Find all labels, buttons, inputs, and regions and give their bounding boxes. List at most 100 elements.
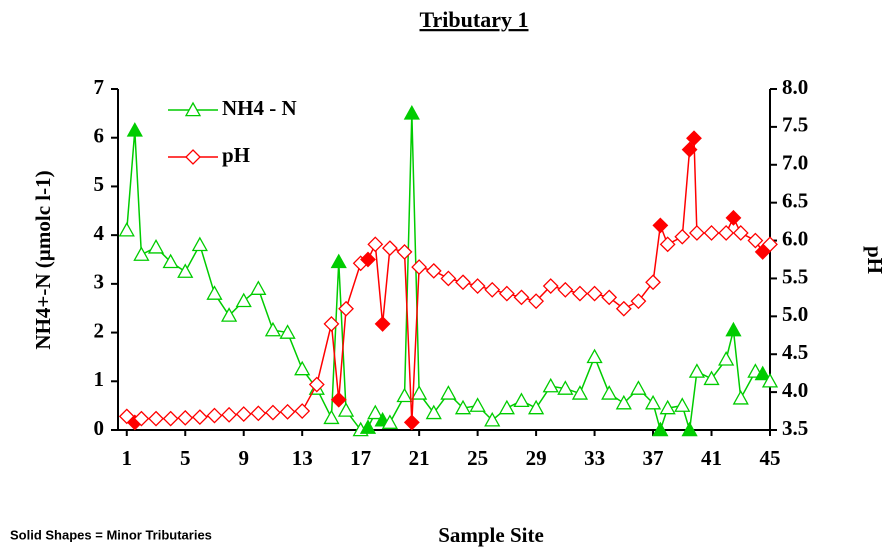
data-point <box>542 377 559 393</box>
legend-label: NH4 - N <box>222 96 297 120</box>
y-tick-label: 4 <box>94 221 105 245</box>
data-point <box>754 365 771 381</box>
data-point <box>440 385 457 400</box>
data-point <box>615 300 632 317</box>
data-point <box>484 281 501 298</box>
y2-tick-label: 5.0 <box>782 302 808 326</box>
data-point <box>221 406 238 423</box>
data-point <box>586 285 603 302</box>
data-point <box>235 406 252 423</box>
data-point <box>323 409 340 425</box>
data-point <box>762 236 778 253</box>
data-point <box>148 410 164 427</box>
y2-tick-label: 3.5 <box>782 416 808 440</box>
data-point <box>411 385 428 400</box>
data-point <box>601 289 618 306</box>
data-point <box>732 225 749 241</box>
x-tick-label: 17 <box>350 446 371 470</box>
data-point <box>469 278 486 294</box>
x-tick-label: 41 <box>701 446 722 470</box>
data-point <box>220 307 238 322</box>
data-point <box>250 405 267 422</box>
data-point <box>250 280 267 295</box>
y-tick-label: 6 <box>94 124 105 148</box>
legend-marker <box>185 149 201 165</box>
data-point <box>206 285 223 300</box>
data-point <box>118 221 135 237</box>
y-tick-label: 5 <box>94 172 105 196</box>
data-point <box>718 351 735 366</box>
data-point <box>725 321 742 337</box>
data-point <box>425 404 442 420</box>
y-tick-label: 0 <box>94 416 105 440</box>
data-point <box>557 281 574 298</box>
x-tick-label: 13 <box>292 446 313 470</box>
data-point <box>703 225 720 241</box>
data-point <box>732 389 749 405</box>
data-point <box>338 300 354 317</box>
data-point <box>601 385 618 400</box>
data-point <box>652 217 669 234</box>
data-point <box>761 372 779 388</box>
data-point <box>191 236 208 252</box>
data-point <box>308 376 325 393</box>
x-tick-label: 29 <box>526 446 547 470</box>
data-point <box>455 274 471 291</box>
data-point <box>396 244 413 260</box>
data-point <box>294 360 311 376</box>
y2-axis-label: pH <box>863 246 887 274</box>
y2-tick-label: 8.0 <box>782 75 808 99</box>
y-tick-label: 2 <box>94 318 105 342</box>
data-point <box>425 262 442 279</box>
data-point <box>337 402 355 417</box>
data-point <box>572 285 588 302</box>
data-point <box>360 251 376 268</box>
data-point <box>403 414 420 431</box>
legend-label: pH <box>222 143 250 167</box>
data-point <box>542 278 559 294</box>
x-tick-label: 45 <box>760 446 781 470</box>
data-point <box>162 410 179 427</box>
data-point <box>469 397 486 412</box>
y-axis-label: NH4+-N (µmolc l-1) <box>31 170 55 349</box>
data-point <box>725 209 742 226</box>
data-point <box>484 411 501 427</box>
data-point <box>498 399 515 415</box>
x-tick-label: 33 <box>584 446 605 470</box>
x-tick-label: 9 <box>238 446 249 470</box>
data-point <box>177 263 194 278</box>
y2-tick-label: 4.5 <box>782 340 808 364</box>
data-point <box>674 397 691 412</box>
legend-marker <box>184 101 202 117</box>
data-point <box>133 410 150 427</box>
y-tick-label: 3 <box>94 270 105 294</box>
data-point <box>630 293 647 310</box>
data-point <box>162 253 179 269</box>
y2-tick-label: 7.5 <box>782 113 808 137</box>
x-axis-label: Sample Site <box>438 523 544 547</box>
data-point <box>264 321 282 337</box>
data-point <box>403 105 420 120</box>
data-point <box>747 232 764 249</box>
data-point <box>513 289 530 306</box>
data-point <box>381 414 399 429</box>
data-point <box>147 238 165 254</box>
data-point <box>374 315 391 332</box>
data-point <box>440 270 457 287</box>
data-point <box>681 421 698 437</box>
data-point <box>367 404 384 420</box>
data-point <box>586 348 603 364</box>
data-point <box>674 228 691 245</box>
data-point <box>527 399 545 415</box>
x-tick-label: 5 <box>180 446 191 470</box>
data-point <box>652 421 669 437</box>
x-tick-label: 21 <box>409 446 430 470</box>
data-point <box>645 274 661 291</box>
y2-tick-label: 7.0 <box>782 151 808 175</box>
x-tick-label: 1 <box>122 446 133 470</box>
data-point <box>294 403 311 419</box>
data-point <box>681 141 698 158</box>
y2-tick-label: 6.0 <box>782 226 808 250</box>
